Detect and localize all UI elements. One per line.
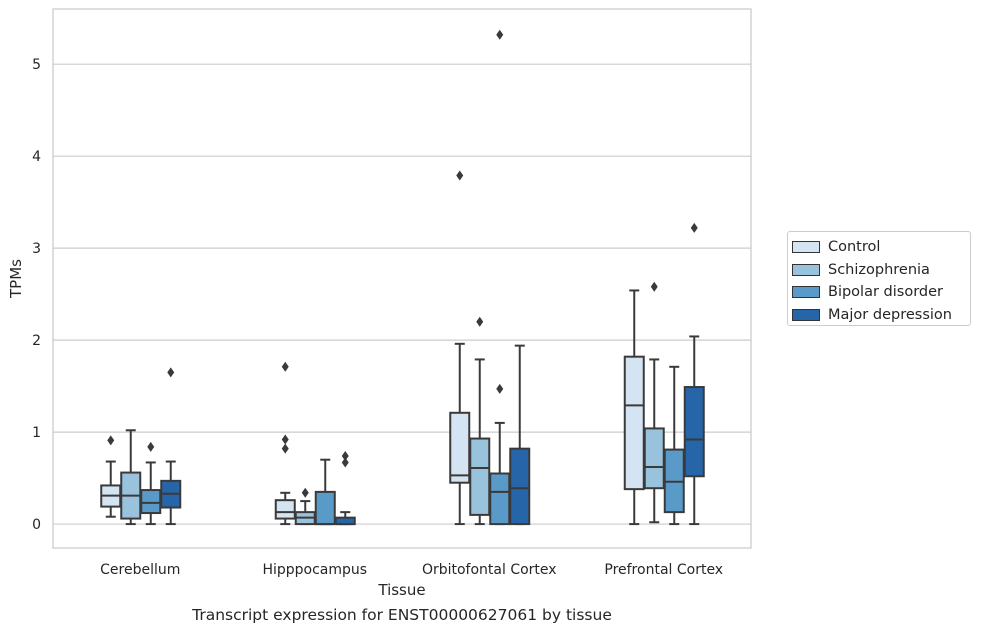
legend-label-schizophrenia: Schizophrenia	[828, 261, 930, 278]
outlier-hipppocampus-control-1	[281, 434, 289, 445]
outlier-hipppocampus-schizophrenia-0	[301, 487, 309, 498]
box-hipppocampus-major-depression	[334, 451, 356, 526]
legend-swatch-major-depression	[792, 308, 820, 321]
box-plot-groups	[100, 29, 705, 526]
y-axis-label: TPMs	[7, 259, 25, 299]
legend: Control Schizophrenia Bipolar disorder M…	[787, 231, 971, 326]
box-body-orbitofontal-cortex-control	[449, 411, 471, 484]
y-tick-label-5: 5	[32, 57, 41, 73]
box-cerebellum-major-depression	[160, 367, 182, 526]
box-orbitofontal-cortex-schizophrenia	[469, 316, 491, 526]
outlier-hipppocampus-major-depression-1	[341, 451, 349, 462]
box-body-prefrontal-cortex-major-depression	[683, 386, 705, 478]
y-tick-label-1: 1	[32, 425, 41, 441]
box-cerebellum-control	[100, 435, 122, 518]
outlier-hipppocampus-major-depression-0	[341, 457, 349, 468]
box-prefrontal-cortex-control	[623, 289, 645, 526]
outlier-hipppocampus-control-2	[281, 361, 289, 372]
box-orbitofontal-cortex-control	[449, 170, 471, 526]
box-orbitofontal-cortex-bipolar-disorder	[489, 29, 511, 526]
box-hipppocampus-control	[274, 361, 296, 526]
x-tick-label-hipppocampus: Hipppocampus	[262, 562, 367, 578]
box-body-cerebellum-bipolar-disorder	[140, 489, 162, 515]
legend-swatch-bipolar-disorder	[792, 286, 820, 299]
outlier-cerebellum-control-0	[107, 435, 115, 446]
box-orbitofontal-cortex-major-depression	[509, 344, 531, 526]
legend-item-control: Control	[792, 236, 970, 259]
outlier-orbitofontal-cortex-control-0	[456, 170, 464, 181]
legend-swatch-control	[792, 241, 820, 254]
box-prefrontal-cortex-schizophrenia	[643, 281, 665, 524]
legend-item-bipolar-disorder: Bipolar disorder	[792, 281, 970, 304]
chart-caption: Transcript expression for ENST0000062706…	[192, 606, 612, 624]
legend-label-bipolar-disorder: Bipolar disorder	[828, 284, 943, 301]
outlier-orbitofontal-cortex-bipolar-disorder-1	[496, 29, 504, 40]
outlier-prefrontal-cortex-major-depression-0	[690, 222, 698, 233]
box-body-orbitofontal-cortex-schizophrenia	[469, 437, 491, 516]
outlier-cerebellum-major-depression-0	[167, 367, 175, 378]
box-cerebellum-bipolar-disorder	[140, 441, 162, 526]
y-tick-label-4: 4	[32, 149, 41, 165]
x-tick-labels: Cerebellum Hipppocampus Orbitofontal Corte…	[100, 562, 723, 578]
x-tick-label-orbitofontal-cortex: Orbitofontal Cortex	[422, 562, 557, 578]
box-body-orbitofontal-cortex-bipolar-disorder	[489, 472, 511, 526]
plot-frame	[52, 8, 752, 549]
box-cerebellum-schizophrenia	[120, 429, 142, 526]
box-body-prefrontal-cortex-schizophrenia	[643, 427, 665, 490]
box-body-orbitofontal-cortex-major-depression	[509, 447, 531, 526]
y-tick-label-3: 3	[32, 241, 41, 257]
legend-item-major-depression: Major depression	[792, 304, 970, 327]
box-hipppocampus-bipolar-disorder	[314, 458, 336, 526]
box-body-hipppocampus-control	[274, 499, 296, 520]
legend-item-schizophrenia: Schizophrenia	[792, 259, 970, 282]
outlier-cerebellum-bipolar-disorder-0	[147, 441, 155, 452]
box-body-prefrontal-cortex-control	[623, 355, 645, 491]
y-tick-label-0: 0	[32, 517, 41, 533]
outlier-prefrontal-cortex-schizophrenia-0	[650, 281, 658, 292]
outlier-orbitofontal-cortex-schizophrenia-0	[476, 316, 484, 327]
box-prefrontal-cortex-bipolar-disorder	[663, 365, 685, 526]
y-tick-label-2: 2	[32, 333, 41, 349]
box-hipppocampus-schizophrenia	[294, 487, 316, 526]
legend-label-control: Control	[828, 239, 881, 256]
legend-swatch-schizophrenia	[792, 263, 820, 276]
x-tick-label-prefrontal-cortex: Prefrontal Cortex	[604, 562, 723, 578]
outlier-hipppocampus-control-0	[281, 443, 289, 454]
box-body-hipppocampus-bipolar-disorder	[314, 490, 336, 526]
legend-label-major-depression: Major depression	[828, 306, 952, 323]
outlier-orbitofontal-cortex-bipolar-disorder-0	[496, 383, 504, 394]
x-axis-label: Tissue	[377, 581, 425, 599]
y-tick-labels: 0 1 2 3 4 5	[32, 57, 41, 533]
box-prefrontal-cortex-major-depression	[683, 222, 705, 526]
x-tick-label-cerebellum: Cerebellum	[100, 562, 180, 578]
